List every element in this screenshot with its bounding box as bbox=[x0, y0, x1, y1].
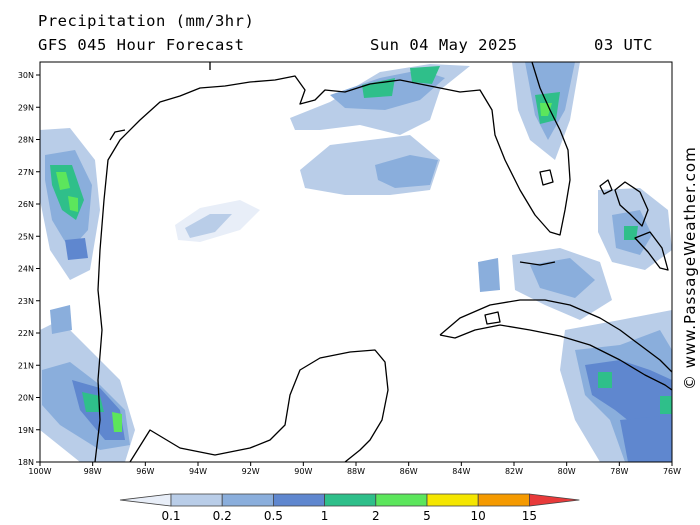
precip-blob bbox=[530, 258, 595, 298]
colorbar-label: 0.5 bbox=[264, 509, 283, 523]
precip-blob bbox=[478, 258, 500, 292]
longitude-axis: 100W 98W 96W 94W 92W 90W 88W 86W 84W 82W 80W 78W 76W bbox=[28, 462, 681, 476]
lat-tick-label: 28N bbox=[18, 136, 34, 145]
gulf-coastline bbox=[94, 62, 571, 462]
lat-tick-label: 18N bbox=[18, 458, 34, 467]
colorbar-left-arrow bbox=[119, 493, 172, 507]
colorbar-label: 5 bbox=[423, 509, 431, 523]
colorbar-right-arrow bbox=[529, 493, 580, 507]
lat-tick-label: 25N bbox=[18, 232, 34, 241]
texas-bay bbox=[109, 62, 211, 141]
lat-tick-label: 26N bbox=[18, 200, 34, 209]
precip-blob bbox=[56, 172, 70, 190]
lon-tick-label: 82W bbox=[505, 467, 523, 476]
coastlines bbox=[94, 62, 672, 462]
lat-tick-label: 27N bbox=[18, 168, 34, 177]
colorbar-segment bbox=[170, 493, 223, 507]
forecast-subtitle: GFS 045 Hour Forecast bbox=[38, 36, 245, 54]
colorbar: 0.1 0.2 0.5 1 2 5 10 15 bbox=[119, 493, 580, 523]
colorbar-label: 0.1 bbox=[161, 509, 180, 523]
precip-blob bbox=[50, 305, 72, 334]
colorbar-segment bbox=[426, 493, 479, 507]
bahamas-island bbox=[634, 231, 669, 271]
lat-tick-label: 24N bbox=[18, 265, 34, 274]
precip-areas bbox=[40, 62, 672, 462]
lat-tick-label: 21N bbox=[18, 361, 34, 370]
colorbar-label: 2 bbox=[372, 509, 380, 523]
lon-tick-label: 90W bbox=[294, 467, 312, 476]
bahamas-island bbox=[599, 179, 613, 195]
map-title: Precipitation (mm/3hr) bbox=[38, 12, 255, 30]
lon-tick-label: 86W bbox=[400, 467, 418, 476]
lon-tick-label: 80W bbox=[558, 467, 576, 476]
precip-blob bbox=[598, 372, 612, 388]
passageweather-credit: © www.PassageWeather.com bbox=[681, 146, 699, 390]
lon-tick-label: 84W bbox=[452, 467, 470, 476]
lat-tick-label: 20N bbox=[18, 394, 34, 403]
colorbar-label: 0.2 bbox=[213, 509, 232, 523]
lon-tick-label: 96W bbox=[136, 467, 154, 476]
cuba-coastline bbox=[439, 299, 672, 391]
precip-blob bbox=[185, 214, 232, 238]
lon-tick-label: 76W bbox=[663, 467, 681, 476]
lon-tick-label: 92W bbox=[242, 467, 260, 476]
colorbar-label: 10 bbox=[471, 509, 486, 523]
lat-tick-label: 22N bbox=[18, 329, 34, 338]
lon-tick-label: 78W bbox=[610, 467, 628, 476]
precip-blob bbox=[624, 226, 638, 240]
lat-tick-label: 23N bbox=[18, 297, 34, 306]
lon-tick-label: 98W bbox=[84, 467, 102, 476]
precip-blob bbox=[620, 415, 672, 462]
colorbar-segment bbox=[324, 493, 377, 507]
latitude-axis: 18N 19N 20N 21N 22N 23N 24N 25N 26N 27N 28N 29N 30N bbox=[18, 71, 40, 467]
colorbar-segment bbox=[272, 493, 325, 507]
precip-blob bbox=[410, 66, 440, 84]
precip-blob bbox=[112, 412, 122, 432]
colorbar-label: 15 bbox=[522, 509, 537, 523]
forecast-date: Sun 04 May 2025 bbox=[370, 36, 518, 54]
precip-blob bbox=[375, 155, 438, 188]
bahamas-island bbox=[614, 181, 649, 227]
precip-blob bbox=[362, 78, 395, 98]
isle-of-youth bbox=[484, 311, 501, 325]
lon-tick-label: 88W bbox=[347, 467, 365, 476]
colorbar-segment bbox=[221, 493, 274, 507]
precip-blob bbox=[68, 196, 78, 212]
colorbar-segment bbox=[375, 493, 428, 507]
lon-tick-label: 94W bbox=[189, 467, 207, 476]
lon-tick-label: 100W bbox=[28, 467, 51, 476]
lat-tick-label: 19N bbox=[18, 426, 34, 435]
colorbar-segment bbox=[477, 493, 530, 507]
lat-tick-label: 29N bbox=[18, 103, 34, 112]
yucatan-coastline bbox=[129, 349, 389, 462]
lat-tick-label: 30N bbox=[18, 71, 34, 80]
florida-keys bbox=[519, 261, 556, 266]
lake-okeechobee bbox=[539, 169, 554, 186]
precip-blob bbox=[660, 396, 672, 414]
forecast-time: 03 UTC bbox=[594, 36, 653, 54]
colorbar-label: 1 bbox=[321, 509, 329, 523]
precip-blob bbox=[65, 238, 88, 260]
